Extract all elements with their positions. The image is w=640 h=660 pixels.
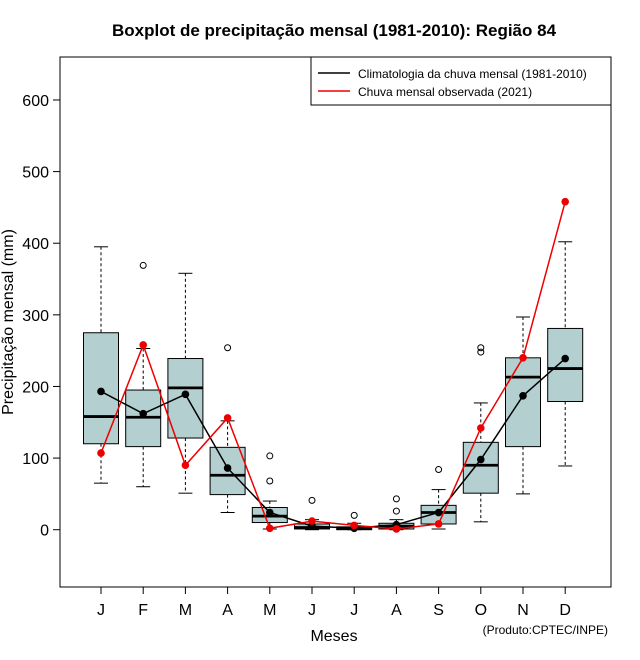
y-tick-label: 400 xyxy=(22,236,49,253)
iqr-box xyxy=(167,358,204,439)
plot-area xyxy=(83,92,584,533)
outlier-point xyxy=(139,261,147,269)
y-tick-label: 100 xyxy=(22,451,49,468)
box-5 xyxy=(251,452,288,530)
outlier-point xyxy=(392,495,400,503)
x-tick-label: A xyxy=(222,602,233,619)
legend-label-climatology: Climatologia da chuva mensal (1981-2010) xyxy=(358,67,587,81)
series-point xyxy=(392,525,401,533)
iqr-box xyxy=(505,357,541,448)
outlier-point xyxy=(266,452,274,460)
x-tick-label: M xyxy=(179,602,192,619)
series-point xyxy=(223,414,232,422)
series-point xyxy=(561,197,569,206)
outlier-point xyxy=(350,511,358,519)
x-tick-label: M xyxy=(263,602,276,619)
box-4 xyxy=(209,344,246,514)
series-point xyxy=(266,508,274,517)
series-line xyxy=(100,201,566,530)
box-12 xyxy=(547,92,584,467)
series-point xyxy=(181,461,190,470)
series-observed-2021 xyxy=(97,197,569,533)
outlier-point xyxy=(266,477,274,485)
y-axis-label: Precipitação mensal (mm) xyxy=(0,229,17,415)
series-point xyxy=(97,387,105,396)
legend-label-observed: Chuva mensal observada (2021) xyxy=(358,85,532,99)
outlier-point xyxy=(477,348,485,356)
series-point xyxy=(97,449,105,457)
outlier-point xyxy=(392,507,400,515)
box-2 xyxy=(125,261,162,488)
y-tick-label: 500 xyxy=(22,165,49,182)
box-10 xyxy=(462,344,499,523)
y-tick-label: 600 xyxy=(22,93,49,110)
series-line xyxy=(100,357,566,530)
series-point xyxy=(139,409,147,418)
outlier-point xyxy=(477,344,485,352)
legend-box xyxy=(310,56,612,106)
series-climatology xyxy=(97,354,569,533)
y-tick-label: 300 xyxy=(22,308,49,325)
series-point xyxy=(561,354,569,363)
x-tick-label: J xyxy=(308,602,316,619)
series-point xyxy=(434,508,443,517)
x-tick-label: J xyxy=(350,602,358,619)
legend: Climatologia da chuva mensal (1981-2010)… xyxy=(310,56,612,106)
series-point xyxy=(477,424,485,432)
x-tick-label: J xyxy=(97,602,105,619)
series-point xyxy=(139,341,147,349)
chart-title: Boxplot de precipitação mensal (1981-201… xyxy=(112,21,557,40)
y-tick-label: 0 xyxy=(40,523,49,540)
x-tick-label: O xyxy=(475,602,487,619)
y-tick-label: 200 xyxy=(22,379,49,396)
series-point xyxy=(477,455,485,464)
outlier-point xyxy=(435,466,443,474)
series-point xyxy=(181,390,190,399)
x-tick-label: D xyxy=(559,602,571,619)
x-tick-label: S xyxy=(433,602,444,619)
box-1 xyxy=(83,246,119,484)
x-tick-label: N xyxy=(517,602,529,619)
iqr-box xyxy=(547,327,584,403)
series-point xyxy=(519,354,527,362)
series-point xyxy=(266,524,274,533)
product-credit: (Produto:CPTEC/INPE) xyxy=(483,623,608,637)
x-tick-label: F xyxy=(138,602,148,619)
y-axis: 0 100 200 300 400 500 600 xyxy=(22,93,60,540)
series-point xyxy=(223,464,232,472)
iqr-box xyxy=(462,441,499,494)
series-point xyxy=(308,517,316,525)
box-3 xyxy=(167,272,204,494)
series-point xyxy=(519,391,527,400)
outlier-point xyxy=(224,344,232,352)
x-axis-label: Meses xyxy=(310,628,357,645)
series-point xyxy=(350,521,359,530)
box-11 xyxy=(505,316,541,495)
outlier-point xyxy=(308,496,316,504)
x-tick-label: A xyxy=(391,602,402,619)
plot-frame xyxy=(59,56,612,588)
series-point xyxy=(434,520,443,528)
